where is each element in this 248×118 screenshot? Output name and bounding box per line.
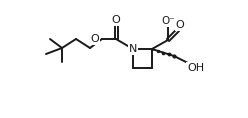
Text: OH: OH <box>187 63 205 73</box>
Text: O⁻: O⁻ <box>161 16 175 26</box>
Text: O: O <box>176 20 184 30</box>
Text: O: O <box>112 15 120 25</box>
Text: O: O <box>90 34 99 44</box>
Text: N: N <box>129 44 137 54</box>
